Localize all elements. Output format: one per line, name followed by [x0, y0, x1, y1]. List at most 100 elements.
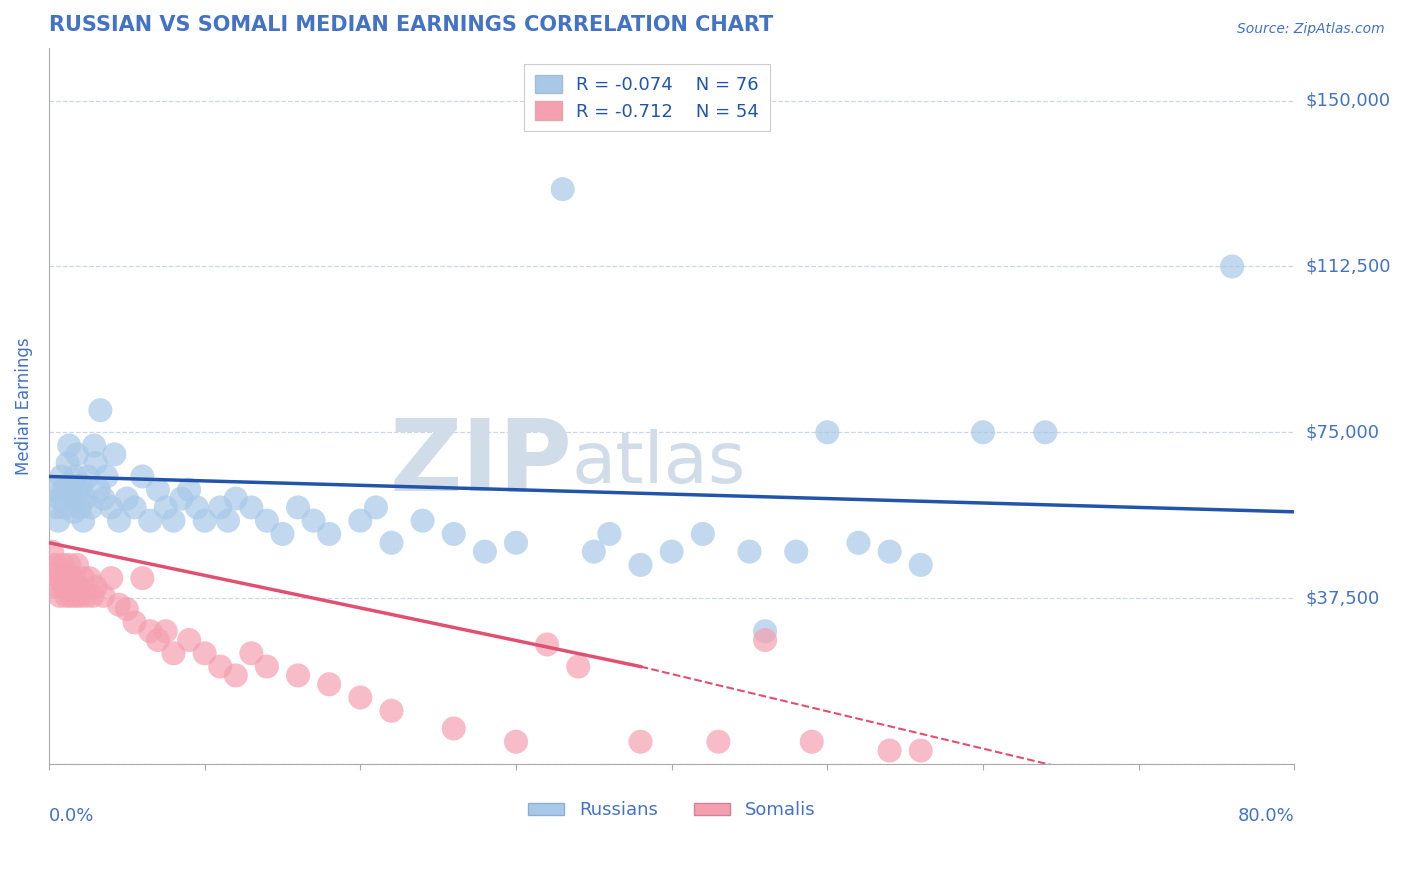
Point: [100, 500, 122, 515]
Point: [582, 544, 605, 558]
Point: [131, 469, 153, 483]
Point: [45, 500, 67, 515]
Point: [131, 571, 153, 585]
Point: [910, 558, 932, 572]
Point: [79, 571, 101, 585]
Point: [879, 743, 901, 757]
Point: [67, 483, 90, 497]
Point: [209, 659, 232, 673]
Text: Source: ZipAtlas.com: Source: ZipAtlas.com: [1237, 22, 1385, 37]
Point: [800, 735, 823, 749]
Point: [84, 580, 107, 594]
Text: $37,500: $37,500: [1306, 589, 1379, 607]
Legend: Russians, Somalis: Russians, Somalis: [522, 794, 823, 826]
Point: [56, 566, 79, 581]
Point: [41, 544, 63, 558]
Text: atlas: atlas: [572, 428, 747, 498]
Point: [380, 704, 402, 718]
Point: [630, 735, 652, 749]
Point: [63, 571, 86, 585]
Text: ZIP: ZIP: [389, 415, 572, 511]
Point: [443, 722, 465, 736]
Point: [67, 580, 90, 594]
Point: [139, 624, 162, 639]
Point: [287, 668, 309, 682]
Point: [661, 544, 683, 558]
Point: [51, 469, 73, 483]
Point: [66, 447, 89, 461]
Point: [598, 527, 620, 541]
Point: [474, 544, 496, 558]
Point: [364, 500, 387, 515]
Point: [49, 589, 72, 603]
Point: [1033, 425, 1056, 440]
Point: [46, 571, 69, 585]
Point: [225, 491, 247, 506]
Point: [170, 491, 193, 506]
Point: [225, 668, 247, 682]
Text: 0.0%: 0.0%: [49, 806, 94, 825]
Point: [83, 438, 105, 452]
Point: [318, 527, 340, 541]
Point: [707, 735, 730, 749]
Text: RUSSIAN VS SOMALI MEDIAN EARNINGS CORRELATION CHART: RUSSIAN VS SOMALI MEDIAN EARNINGS CORREL…: [49, 15, 773, 35]
Text: $112,500: $112,500: [1306, 258, 1391, 276]
Point: [754, 633, 776, 648]
Point: [56, 456, 79, 470]
Point: [53, 580, 76, 594]
Point: [302, 514, 325, 528]
Point: [49, 491, 72, 506]
Point: [77, 469, 100, 483]
Point: [46, 514, 69, 528]
Point: [80, 500, 103, 515]
Point: [60, 491, 83, 506]
Point: [177, 483, 200, 497]
Point: [240, 500, 263, 515]
Point: [879, 544, 901, 558]
Point: [100, 571, 122, 585]
Point: [93, 491, 115, 506]
Point: [72, 514, 94, 528]
Point: [108, 598, 131, 612]
Point: [82, 589, 104, 603]
Point: [256, 514, 278, 528]
Point: [146, 483, 169, 497]
Point: [66, 558, 89, 572]
Point: [89, 403, 111, 417]
Point: [42, 483, 65, 497]
Point: [52, 558, 75, 572]
Point: [84, 456, 107, 470]
Point: [87, 483, 110, 497]
Point: [738, 544, 761, 558]
Point: [65, 589, 87, 603]
Point: [65, 469, 87, 483]
Point: [96, 469, 118, 483]
Point: [52, 483, 75, 497]
Point: [63, 505, 86, 519]
Point: [70, 478, 93, 492]
Point: [75, 589, 97, 603]
Point: [146, 633, 169, 648]
Point: [53, 500, 76, 515]
Point: [177, 633, 200, 648]
Point: [162, 646, 184, 660]
Point: [55, 483, 77, 497]
Text: 80.0%: 80.0%: [1237, 806, 1295, 825]
Point: [124, 500, 146, 515]
Point: [287, 500, 309, 515]
Point: [58, 558, 80, 572]
Point: [44, 558, 66, 572]
Point: [505, 735, 527, 749]
Point: [162, 514, 184, 528]
Point: [186, 500, 208, 515]
Point: [115, 491, 138, 506]
Point: [93, 589, 115, 603]
Point: [209, 500, 232, 515]
Point: [412, 514, 434, 528]
Point: [536, 637, 558, 651]
Point: [271, 527, 294, 541]
Point: [45, 580, 67, 594]
Point: [505, 536, 527, 550]
Point: [551, 182, 574, 196]
Point: [1220, 260, 1243, 274]
